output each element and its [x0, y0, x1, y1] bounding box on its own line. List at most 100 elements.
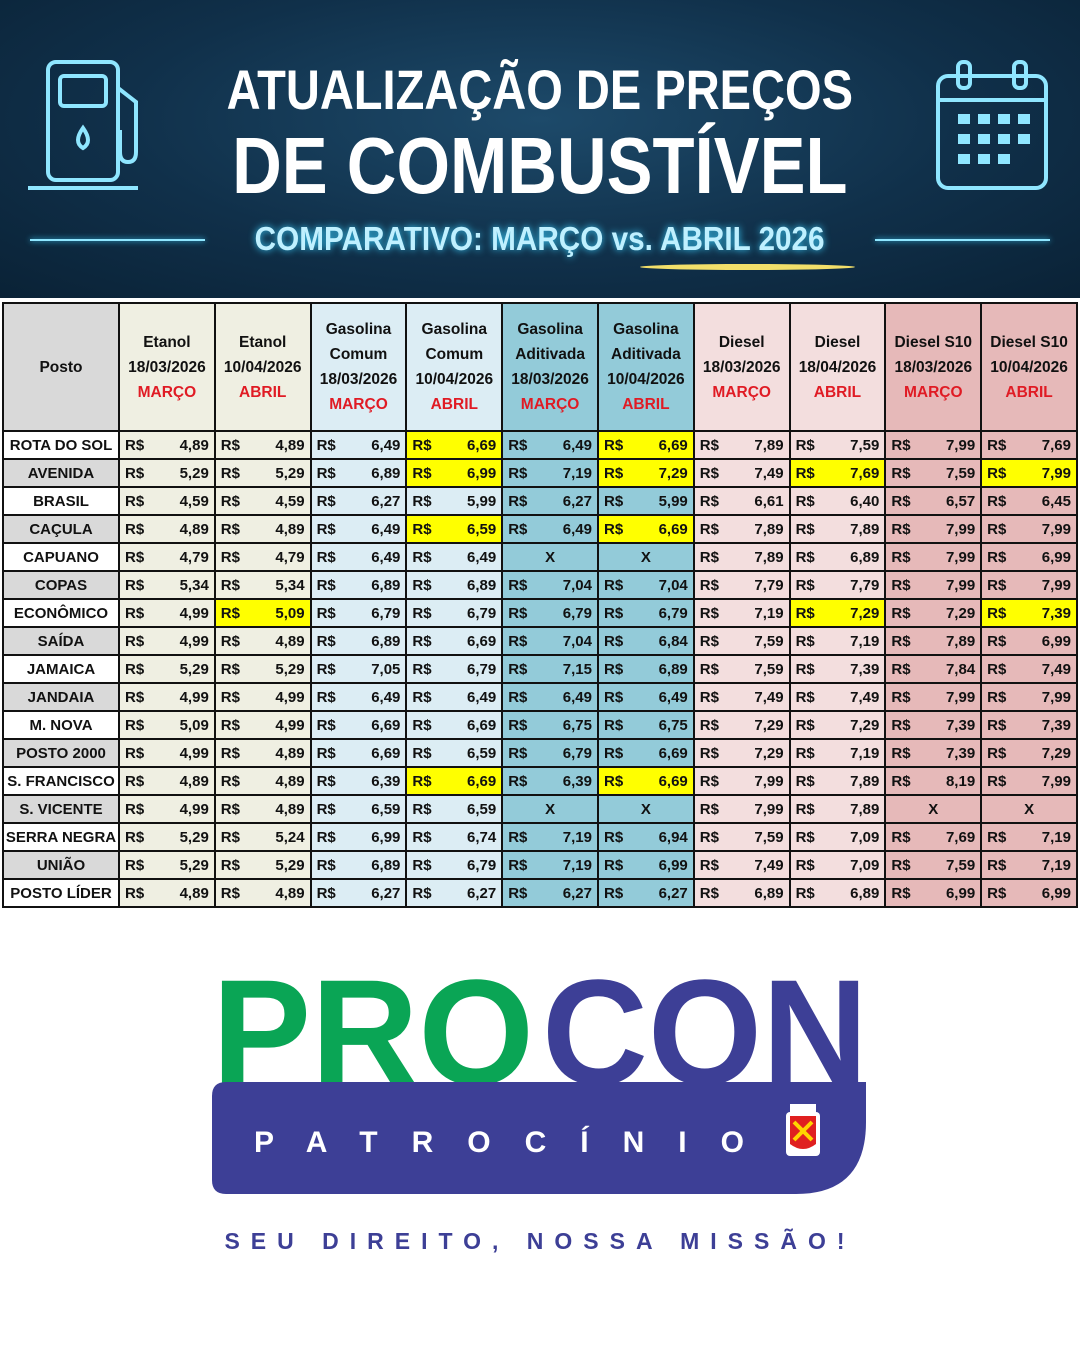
currency: R$: [795, 492, 815, 510]
price: R$ 7,99: [891, 521, 975, 538]
currency: R$: [987, 520, 1007, 538]
price: R$ 6,59: [412, 801, 496, 818]
currency: R$: [412, 828, 432, 846]
price-value: 4,79: [275, 548, 305, 566]
price: R$ 4,99: [125, 633, 209, 650]
table-row: S. VICENTE R$ 4,99 R$ 4,89 R$ 6,59 R$ 6,59 X X R$ 7,…: [2, 794, 1078, 824]
price: R$ 6,99: [412, 465, 496, 482]
posto-name: ECONÔMICO: [2, 598, 120, 628]
price-value: 7,05: [371, 660, 401, 678]
price-cell: R$ 7,19: [501, 458, 599, 488]
price-cell: R$ 7,29: [980, 738, 1078, 768]
currency: R$: [220, 520, 240, 538]
price: R$ 7,19: [796, 633, 880, 650]
price: R$ 7,29: [700, 717, 784, 734]
currency: R$: [699, 548, 719, 566]
price-value: 7,19: [562, 828, 592, 846]
price-value: 4,99: [179, 744, 209, 762]
price-cell: R$ 6,27: [405, 878, 504, 908]
price: R$ 6,89: [317, 633, 401, 650]
price-cell: R$ 4,79: [118, 542, 216, 572]
price: R$ 6,59: [412, 521, 496, 538]
currency: R$: [699, 744, 719, 762]
slogan: SEU DIREITO, NOSSA MISSÃO!: [224, 1228, 856, 1254]
posto-name: CAPUANO: [2, 542, 120, 572]
price: R$ 6,57: [891, 493, 975, 510]
currency: R$: [220, 884, 240, 902]
price-value: 6,59: [466, 744, 497, 762]
price-value: 7,19: [562, 856, 592, 874]
currency: R$: [891, 744, 911, 762]
price-cell: R$ 7,89: [788, 514, 887, 544]
price-cell: R$ 4,99: [213, 682, 312, 712]
month-label: ABRIL: [239, 383, 287, 401]
currency: R$: [891, 464, 911, 482]
price-cell: R$ 7,59: [788, 430, 887, 460]
price: R$ 7,84: [891, 661, 975, 678]
price-cell: R$ 6,99: [980, 542, 1078, 572]
month-label: MARÇO: [137, 383, 197, 401]
price-cell: R$ 6,99: [980, 626, 1078, 656]
price: R$ 4,89: [221, 773, 305, 790]
price: R$ 6,27: [508, 493, 592, 510]
price-value: 6,27: [658, 884, 688, 902]
price: R$ 4,89: [125, 437, 209, 454]
price-cell: R$ 7,49: [692, 458, 791, 488]
price-value: 7,99: [1041, 520, 1071, 538]
header-posto: Posto: [2, 302, 120, 432]
price-value: 7,04: [562, 576, 592, 594]
column-header: Diesel 18/04/2026 ABRIL: [788, 302, 887, 432]
price: R$ 4,99: [125, 745, 209, 762]
price: R$ 5,29: [221, 661, 305, 678]
price: R$ 6,49: [317, 689, 401, 706]
price-value: 6,69: [658, 436, 688, 454]
price-cell: R$ 6,94: [596, 822, 695, 852]
currency: R$: [891, 856, 911, 874]
currency: R$: [316, 604, 336, 622]
table-row: JAMAICA R$ 5,29 R$ 5,29 R$ 7,05 R$ 6,79 R$ 7,15 R$ 6…: [2, 654, 1078, 684]
price-value: 6,49: [562, 688, 592, 706]
price-value: 7,59: [945, 856, 976, 874]
currency: R$: [220, 464, 240, 482]
price-value: 7,69: [850, 464, 880, 482]
column-header: Etanol 10/04/2026 ABRIL: [213, 302, 312, 432]
price: R$ 6,69: [604, 521, 688, 538]
currency: R$: [699, 772, 719, 790]
price-value: 6,49: [562, 520, 592, 538]
subtitle: COMPARATIVO: MARÇO vs. ABRIL 2026: [255, 220, 825, 257]
currency: R$: [412, 548, 432, 566]
currency: R$: [508, 492, 528, 510]
price: R$ 6,69: [317, 717, 401, 734]
price: R$ 6,99: [987, 549, 1071, 566]
posto-name: POSTO LÍDER: [2, 878, 120, 908]
price: R$ 7,99: [891, 689, 975, 706]
price-cell: R$ 7,59: [692, 626, 791, 656]
currency: R$: [795, 548, 815, 566]
price-value: 7,15: [562, 660, 592, 678]
price-value: 6,79: [658, 604, 688, 622]
price-value: 7,59: [945, 464, 976, 482]
price: R$ 7,59: [796, 437, 880, 454]
price-cell: X: [884, 794, 983, 824]
price: R$ 7,49: [700, 465, 784, 482]
price: R$ 6,99: [317, 829, 401, 846]
currency: R$: [508, 688, 528, 706]
title-line-2-wrap: DE COMBUSTÍVEL: [0, 124, 1080, 208]
price-cell: R$ 7,89: [692, 542, 791, 572]
price-value: 7,59: [754, 828, 784, 846]
currency: R$: [795, 688, 815, 706]
price-value: 6,49: [371, 548, 401, 566]
price-cell: R$ 4,89: [213, 738, 312, 768]
price: R$ 6,69: [317, 745, 401, 762]
price-cell: R$ 6,75: [596, 710, 695, 740]
price: R$ 6,79: [508, 605, 592, 622]
price: R$ 7,59: [700, 829, 784, 846]
price-value: 7,69: [1041, 436, 1071, 454]
currency: R$: [412, 632, 432, 650]
currency: R$: [603, 884, 624, 902]
price-value: 6,89: [850, 884, 880, 902]
price-cell: R$ 5,29: [118, 654, 216, 684]
currency: R$: [508, 660, 528, 678]
currency: R$: [699, 884, 719, 902]
price-value: 7,09: [850, 828, 880, 846]
